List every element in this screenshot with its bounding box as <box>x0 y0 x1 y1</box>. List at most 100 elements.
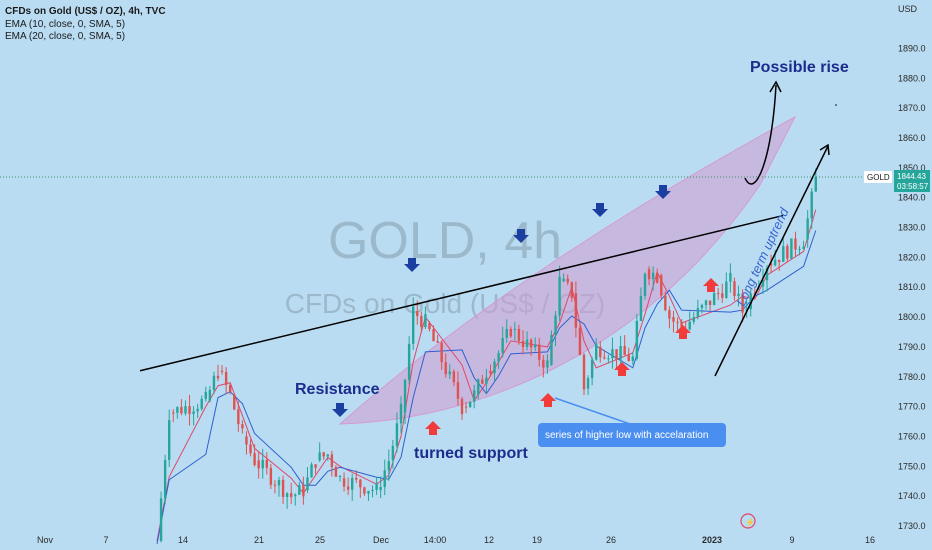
price-tick-label: 1880.0 <box>898 73 926 83</box>
candle-body <box>273 484 277 486</box>
candle-body <box>257 460 260 469</box>
candle-body <box>485 377 488 384</box>
candle-body <box>424 314 427 328</box>
price-badge-timer: 03:58:57 <box>897 182 929 191</box>
candle-body <box>473 390 476 402</box>
price-tick-label: 1820.0 <box>898 252 926 262</box>
chart-dot <box>835 104 837 106</box>
candle-body <box>290 493 293 497</box>
candle-body <box>611 349 614 359</box>
candle-body <box>379 487 382 491</box>
candle-body <box>814 176 817 192</box>
candle-body <box>220 370 224 372</box>
price-axis[interactable]: USD 1730.0 1740.0 1750.0 1760.0 1770.0 1780.0… <box>898 4 926 531</box>
candle-body <box>468 401 472 408</box>
candle-body <box>241 424 244 429</box>
candle-body <box>627 354 630 361</box>
arrow-layer <box>332 185 719 435</box>
candle-body <box>806 218 809 240</box>
indicator-ema10[interactable]: EMA (10, close, 0, SMA, 5) <box>5 19 125 30</box>
time-tick-label: 7 <box>103 535 108 545</box>
candle-body <box>322 452 325 457</box>
candle-body <box>196 408 199 412</box>
lightning-icon: ⚡ <box>745 517 755 527</box>
candle-body <box>676 321 679 323</box>
candle-body <box>782 246 785 262</box>
candle-body <box>603 357 606 359</box>
down-arrow-icon <box>513 229 529 243</box>
candle-body <box>578 327 582 355</box>
candle-body <box>509 328 512 337</box>
callout-pointer <box>554 397 631 425</box>
candle-body <box>294 494 297 497</box>
price-tick-label: 1890.0 <box>898 43 926 53</box>
time-tick-label: 12 <box>484 535 494 545</box>
candle-body <box>168 420 171 460</box>
candle-body <box>452 371 456 383</box>
candle-body <box>310 464 313 478</box>
candle-body <box>538 344 541 360</box>
candle-body <box>391 445 395 461</box>
time-tick-label: 25 <box>315 535 325 545</box>
candle-body <box>184 406 187 414</box>
candle-body <box>582 354 586 390</box>
candle-body <box>656 272 659 283</box>
candle-body <box>330 454 334 468</box>
candle-body <box>513 328 517 330</box>
candle-body <box>590 359 594 379</box>
candle-body <box>651 272 655 280</box>
candle-body <box>534 344 537 348</box>
candle-body <box>712 293 716 306</box>
candle-body <box>420 316 423 328</box>
candle-body <box>778 259 781 262</box>
candle-body <box>233 394 236 410</box>
candle-body <box>501 337 504 353</box>
price-tick-label: 1780.0 <box>898 372 926 382</box>
candle-body <box>208 389 212 401</box>
time-tick-label: 16 <box>865 535 875 545</box>
price-tick-label: 1740.0 <box>898 491 926 501</box>
candle-body <box>200 398 203 409</box>
candle-body <box>359 479 362 488</box>
time-tick-label: 21 <box>254 535 264 545</box>
candle-body <box>253 453 256 466</box>
candle-body <box>371 489 374 492</box>
candle-body <box>318 452 321 461</box>
annotation-turned-support: turned support <box>414 445 528 462</box>
rising-channel <box>338 115 797 425</box>
candle-body <box>192 411 195 414</box>
candle-body <box>489 370 492 374</box>
candle-body <box>355 477 358 480</box>
candle-body <box>721 293 724 298</box>
candle-body <box>562 278 565 282</box>
candle-body <box>481 379 484 384</box>
candle-body <box>688 321 691 330</box>
possible-rise-arrowhead <box>769 80 782 93</box>
candle-body <box>599 346 602 358</box>
time-tick-label: Nov <box>37 535 54 545</box>
indicator-ema20[interactable]: EMA (20, close, 0, SMA, 5) <box>5 31 125 42</box>
candle-body <box>281 479 285 498</box>
candle-body <box>761 280 765 287</box>
candle-body <box>550 334 553 365</box>
candle-body <box>773 259 777 266</box>
candle-body <box>212 375 216 390</box>
candle-body <box>334 467 338 477</box>
candle-body <box>566 278 569 283</box>
price-tick-label: 1840.0 <box>898 193 926 203</box>
ema20-line <box>156 230 817 545</box>
time-tick-label: 14:00 <box>424 535 447 545</box>
price-badge-value: 1844.43 <box>897 172 926 181</box>
candle-body <box>696 308 700 318</box>
annotation-resistance: Resistance <box>295 381 380 398</box>
callout-box <box>538 423 726 447</box>
time-axis[interactable]: Nov 7 14 21 25 Dec 14:00 12 19 26 2023 9 16 <box>37 535 875 545</box>
tradingview-logo-icon[interactable] <box>740 513 756 529</box>
candle-body <box>277 479 281 486</box>
price-tick-label: 1790.0 <box>898 342 926 352</box>
candle-body <box>546 360 549 368</box>
candle-body <box>517 328 521 341</box>
candle-body <box>619 345 622 360</box>
price-tick-label: 1810.0 <box>898 282 926 292</box>
